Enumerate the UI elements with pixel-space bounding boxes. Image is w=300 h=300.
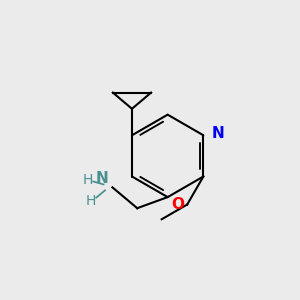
Text: N: N: [212, 126, 224, 141]
Text: O: O: [171, 197, 184, 212]
Text: H: H: [82, 173, 93, 187]
Text: H: H: [85, 194, 95, 208]
Text: N: N: [95, 171, 108, 186]
